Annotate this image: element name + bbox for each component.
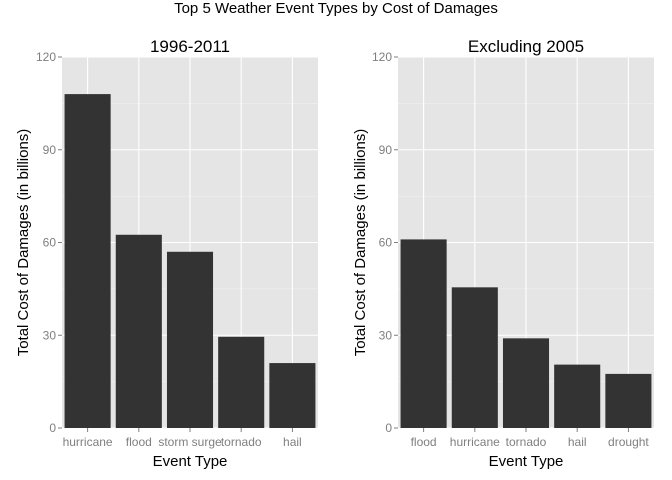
chart-panels: 1996-2011 0 30 60 90 120 hurricane flood storm s… — [15, 37, 654, 470]
y-tick-label: 120 — [36, 50, 56, 64]
chart-panel-2: Excluding 2005 0 30 60 90 120 flood hurricane to… — [352, 37, 654, 470]
bar-hurricane — [451, 287, 498, 428]
bar-drought — [605, 373, 652, 428]
figure-title: Top 5 Weather Event Types by Cost of Dam… — [174, 0, 498, 17]
y-tick-label: 90 — [379, 143, 393, 157]
x-axis-title: Event Type — [489, 453, 564, 470]
x-tick-label: drought — [608, 435, 649, 449]
y-tick-label: 90 — [43, 143, 57, 157]
y-axis-title: Total Cost of Damages (in billions) — [15, 129, 32, 357]
panel-title: Excluding 2005 — [468, 37, 584, 56]
panel-title: 1996-2011 — [150, 37, 230, 56]
chart-panel-1: 1996-2011 0 30 60 90 120 hurricane flood storm s… — [15, 37, 318, 470]
bar-tornado — [502, 338, 550, 428]
x-tick-label: flood — [411, 435, 437, 449]
y-tick-label: 0 — [385, 421, 392, 435]
bar-hail — [269, 363, 316, 428]
x-tick-label: tornado — [506, 435, 547, 449]
bar-tornado — [218, 336, 265, 428]
x-tick-label: storm surge — [158, 435, 222, 449]
bar-hail — [554, 364, 601, 428]
y-tick-label: 0 — [49, 421, 56, 435]
y-tick-label: 30 — [43, 328, 57, 342]
bar-hurricane — [64, 94, 111, 428]
y-tick-label: 60 — [43, 236, 57, 250]
y-tick-label: 60 — [379, 236, 393, 250]
y-axis-title: Total Cost of Damages (in billions) — [352, 129, 369, 357]
x-tick-label: tornado — [221, 435, 262, 449]
bar-flood — [115, 234, 162, 428]
y-tick-label: 120 — [372, 50, 392, 64]
x-tick-label: flood — [126, 435, 152, 449]
y-tick-label: 30 — [379, 328, 393, 342]
x-axis-title: Event Type — [153, 453, 228, 470]
x-tick-label: hail — [283, 435, 302, 449]
x-tick-label: hurricane — [63, 435, 113, 449]
x-tick-label: hail — [568, 435, 587, 449]
bar-storm-surge — [166, 251, 214, 428]
x-tick-label: hurricane — [450, 435, 500, 449]
bar-flood — [400, 239, 447, 428]
